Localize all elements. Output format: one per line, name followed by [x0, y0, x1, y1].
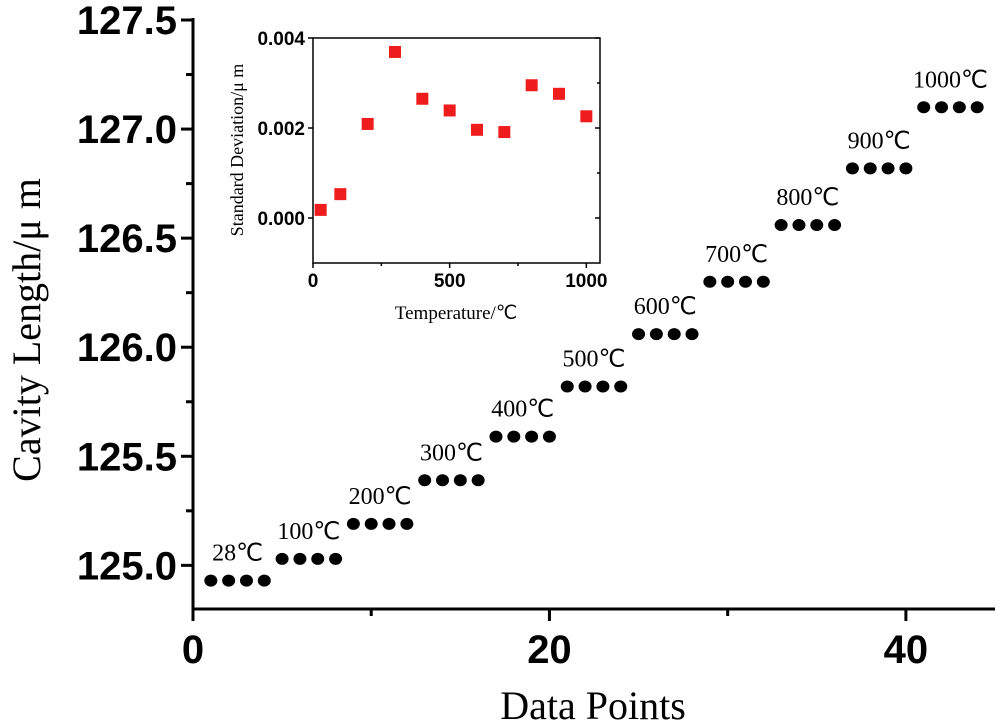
data-point [756, 275, 770, 288]
group-label: 500℃ [563, 346, 626, 372]
inset-x-tick-label: 1000 [565, 271, 607, 292]
main-plot: 125.0 125.5 126.0 126.5 127.0 127.5 0 20 40 28℃ 10… [77, 0, 995, 672]
inset-x-tick-label: 500 [434, 271, 466, 292]
data-point [614, 380, 628, 393]
data-point [525, 430, 539, 443]
group-label: 1000℃ [913, 67, 988, 93]
data-point [293, 552, 307, 565]
data-point [970, 101, 984, 114]
inset-y-axis-label: Standard Deviation/μ m [227, 64, 247, 237]
data-point [738, 275, 752, 288]
group-label: 300℃ [420, 440, 483, 466]
data-point [436, 474, 450, 487]
y-tick-label: 126.5 [77, 217, 177, 261]
group-label: 400℃ [491, 397, 554, 423]
data-point [596, 380, 610, 393]
data-point [881, 162, 895, 175]
data-point [792, 219, 806, 232]
data-point [346, 517, 360, 530]
data-point [489, 430, 503, 443]
data-point [935, 101, 949, 114]
data-point [721, 275, 735, 288]
data-point [810, 219, 824, 232]
x-tick-label: 20 [527, 628, 572, 672]
group-label: 900℃ [848, 128, 911, 154]
inset-data-point [334, 188, 347, 201]
inset-y-tick-label: 0.002 [257, 119, 305, 140]
data-point [685, 328, 699, 341]
data-point [828, 219, 842, 232]
inset-frame [312, 37, 601, 264]
main-x-axis-label: Data Points [500, 683, 686, 723]
data-point [542, 430, 556, 443]
data-point [899, 162, 913, 175]
group-label: 700℃ [705, 242, 768, 268]
data-point [418, 474, 432, 487]
x-tick-label: 40 [884, 628, 929, 672]
data-point [667, 328, 681, 341]
data-point [952, 101, 966, 114]
inset-y-tick-label: 0.004 [257, 29, 305, 50]
data-point [257, 574, 271, 587]
data-point [364, 517, 378, 530]
data-point [400, 517, 414, 530]
inset-data-point [553, 87, 565, 100]
group-label: 200℃ [349, 484, 412, 510]
data-point [453, 474, 467, 487]
inset-data-point [314, 203, 327, 216]
data-point [382, 517, 396, 530]
y-tick-label: 126.0 [77, 326, 177, 370]
data-point [471, 474, 485, 487]
inset-data-point [416, 92, 429, 105]
inset-plot: 0.000 0.002 0.004 0 500 1000 [257, 29, 607, 292]
data-point [204, 574, 218, 587]
data-point [774, 219, 788, 232]
data-point [239, 574, 253, 587]
inset-data-point [361, 117, 374, 130]
data-point [578, 380, 592, 393]
inset-x-axis-label: Temperature/℃ [395, 303, 517, 324]
data-point [222, 574, 236, 587]
data-point [703, 275, 717, 288]
data-point [507, 430, 521, 443]
y-tick-label: 125.5 [77, 435, 177, 479]
main-y-axis-label: Cavity Length/μ m [4, 178, 49, 482]
data-point [863, 162, 877, 175]
inset-y-tick-label: 0.000 [257, 209, 305, 230]
y-tick-label: 125.0 [77, 544, 177, 588]
data-point [649, 328, 663, 341]
inset-data-point [471, 123, 483, 136]
data-point [632, 328, 646, 341]
y-tick-label: 127.5 [77, 0, 177, 43]
y-tick-label: 127.0 [77, 108, 177, 152]
data-point [275, 552, 289, 565]
data-point [329, 552, 343, 565]
inset-x-tick-label: 0 [308, 271, 319, 292]
inset-data-point [525, 79, 538, 92]
group-label: 600℃ [634, 294, 697, 320]
data-point [311, 552, 325, 565]
data-point [845, 162, 859, 175]
group-label: 800℃ [776, 185, 839, 211]
inset-data-point [443, 104, 456, 117]
inset-data-point [389, 45, 401, 58]
inset-data-point [498, 126, 511, 139]
data-point [917, 101, 931, 114]
inset-data-point [580, 110, 593, 123]
data-point [560, 380, 574, 393]
group-label: 28℃ [212, 541, 263, 567]
x-tick-label: 0 [182, 628, 204, 672]
group-label: 100℃ [277, 519, 340, 545]
